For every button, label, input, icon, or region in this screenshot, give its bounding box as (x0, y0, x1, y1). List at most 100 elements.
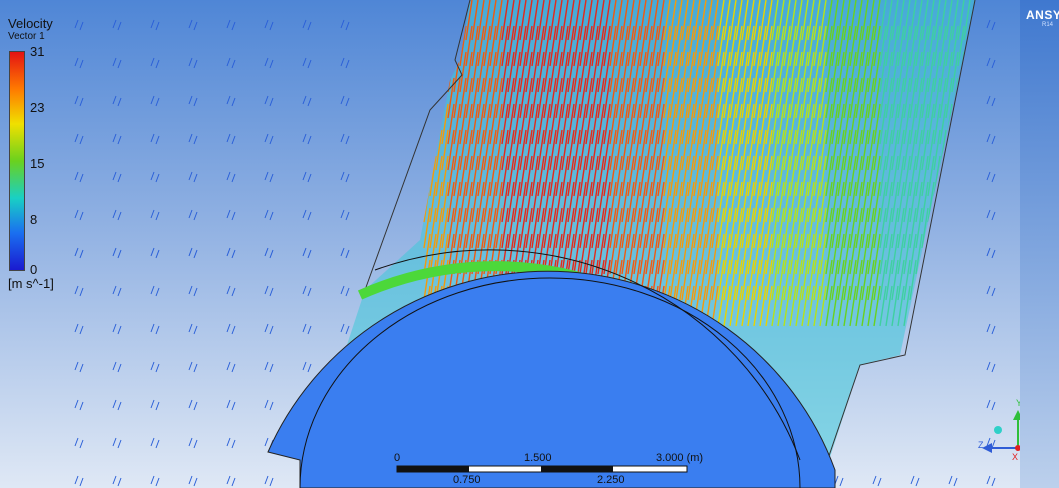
jet-vector (915, 25, 923, 67)
jet-vector (759, 25, 767, 67)
jet-vector (969, 233, 975, 275)
jet-vector (813, 51, 821, 93)
jet-vector (531, 0, 539, 41)
jet-vector (927, 233, 935, 275)
flow-vector (155, 287, 160, 297)
jet-vector (537, 51, 545, 93)
jet-vector (867, 285, 875, 327)
jet-vector (573, 0, 581, 41)
jet-vector (435, 0, 443, 41)
jet-vector (717, 207, 725, 249)
jet-vector (747, 129, 755, 171)
jet-vector (429, 0, 437, 41)
jet-vector (759, 259, 767, 301)
jet-vector (561, 103, 569, 145)
jet-vector (855, 181, 863, 223)
jet-vector (783, 233, 791, 275)
flow-vector (150, 323, 155, 333)
jet-vector (585, 25, 593, 67)
jet-vector (723, 155, 731, 197)
jet-vector (447, 103, 455, 145)
jet-vector (687, 233, 695, 275)
flow-vector (345, 97, 350, 107)
jet-vector (801, 181, 809, 223)
jet-vector (519, 0, 527, 41)
jet-vector (825, 233, 833, 275)
flow-vector (340, 171, 345, 181)
flow-vector (948, 475, 953, 485)
jet-vector (777, 77, 785, 119)
jet-vector (945, 259, 953, 301)
jet-vector (585, 103, 593, 145)
flow-vector (155, 59, 160, 69)
jet-vector (549, 0, 557, 41)
jet-vector (927, 285, 935, 327)
flow-vector (345, 287, 350, 297)
jet-vector (831, 129, 839, 171)
jet-vector (771, 51, 779, 93)
jet-vector (825, 207, 833, 249)
jet-vector (741, 25, 749, 67)
jet-vector (837, 103, 845, 145)
jet-vector (519, 25, 527, 67)
scale-bar-segment (397, 466, 469, 472)
flow-vector (226, 209, 231, 219)
jet-vector (591, 0, 599, 41)
jet-vector (627, 207, 635, 249)
flow-vector (307, 325, 312, 335)
flow-vector (193, 401, 198, 411)
flow-vector (117, 401, 122, 411)
flow-vector (340, 209, 345, 219)
jet-vector (729, 77, 737, 119)
jet-vector (837, 259, 845, 301)
jet-vector (903, 285, 911, 327)
flow-vector (79, 325, 84, 335)
jet-vector (963, 233, 971, 275)
jet-vector (879, 25, 887, 67)
jet-vector (861, 103, 869, 145)
flow-vector (193, 287, 198, 297)
jet-vector (843, 25, 851, 67)
jet-vector (531, 207, 539, 249)
jet-vector (759, 51, 767, 93)
jet-vector (837, 285, 845, 327)
jet-vector (603, 77, 611, 119)
jet-vector (519, 207, 527, 249)
jet-vector (873, 51, 881, 93)
jet-vector (687, 129, 695, 171)
jet-vector (915, 129, 923, 171)
jet-vector (645, 129, 653, 171)
jet-vector (537, 207, 545, 249)
jet-vector (783, 259, 791, 301)
jet-vector (561, 233, 569, 275)
jet-vector (441, 25, 449, 67)
jet-vector (795, 207, 803, 249)
flow-vector (991, 135, 996, 145)
jet-vector (879, 103, 887, 145)
jet-vector (849, 51, 857, 93)
jet-vector (741, 285, 749, 327)
jet-vector (603, 155, 611, 197)
jet-vector (903, 0, 911, 41)
jet-vector (801, 285, 809, 327)
jet-vector (909, 181, 917, 223)
jet-vector (663, 0, 671, 41)
jet-vector (771, 259, 779, 301)
flow-vector (991, 21, 996, 31)
flow-vector (226, 57, 231, 67)
legend-unit: [m s^-1] (8, 276, 54, 291)
jet-vector (933, 207, 941, 249)
jet-vector (429, 77, 437, 119)
jet-vector (543, 181, 551, 223)
jet-vector (603, 103, 611, 145)
jet-vector (771, 103, 779, 145)
jet-vector (519, 155, 527, 197)
flow-vector (302, 133, 307, 143)
jet-vector (963, 259, 971, 301)
jet-vector (897, 155, 905, 197)
jet-vector (591, 207, 599, 249)
jet-vector (651, 155, 659, 197)
jet-vector (861, 259, 869, 301)
jet-vector (471, 129, 479, 171)
